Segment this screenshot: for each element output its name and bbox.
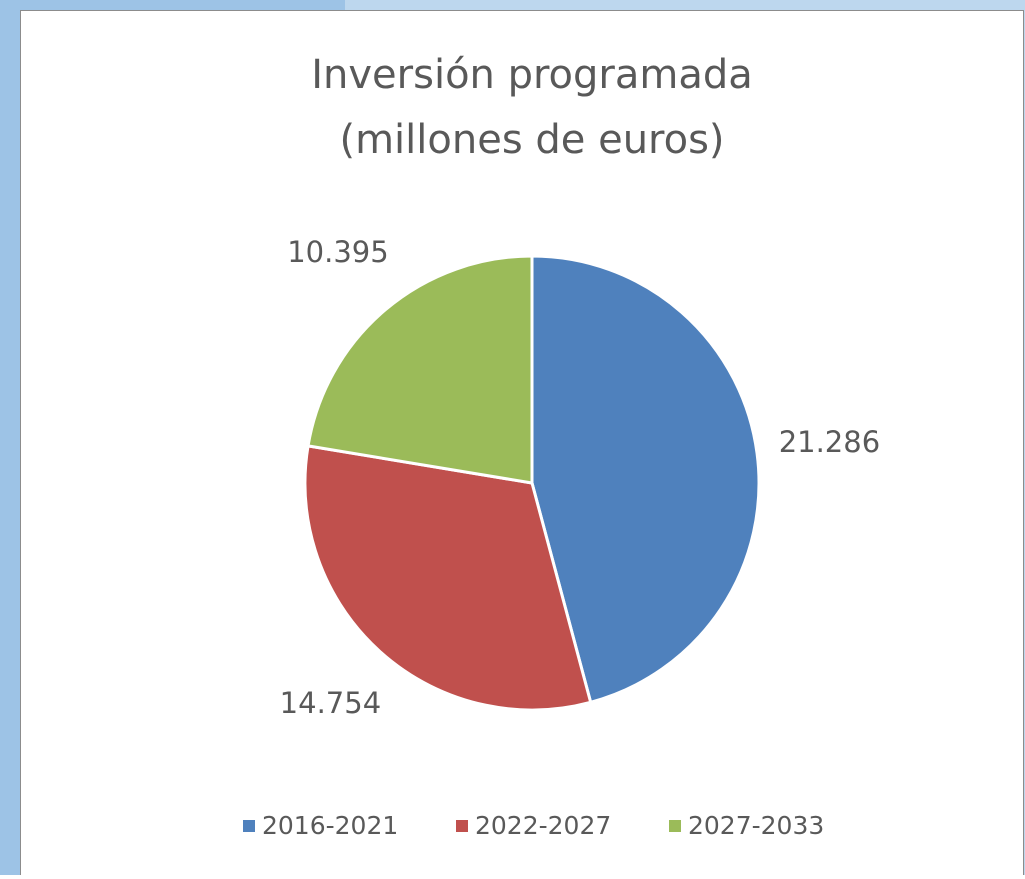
data-label: 21.286 [779, 425, 880, 459]
chart-title: (millones de euros) [339, 117, 724, 163]
pie-slice [303, 444, 593, 712]
data-label: 14.754 [280, 686, 381, 720]
pie-slice [306, 254, 534, 485]
chart-title: Inversión programada [311, 52, 753, 98]
window-tab [0, 0, 345, 12]
chart: Inversión programada (millones de euros)… [243, 52, 880, 840]
pie-slice [530, 254, 761, 705]
legend-label: 2022-2027 [475, 811, 611, 840]
window-edge [0, 0, 20, 875]
legend-swatch [243, 820, 255, 832]
legend-label: 2027-2033 [688, 811, 824, 840]
legend-swatch [456, 820, 468, 832]
data-label: 10.395 [287, 235, 388, 269]
legend-swatch [669, 820, 681, 832]
legend-label: 2016-2021 [262, 811, 398, 840]
